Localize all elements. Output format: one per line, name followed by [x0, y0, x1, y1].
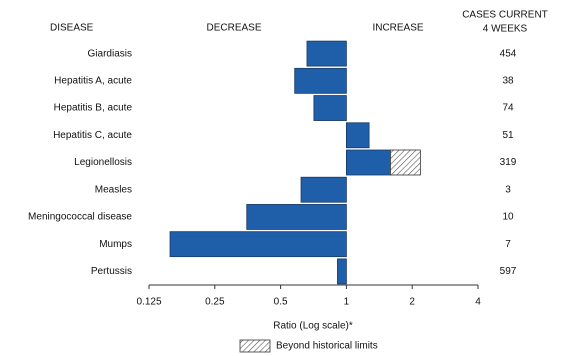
cases-value: 454 [500, 48, 517, 59]
header-cases: 4 WEEKS [483, 24, 528, 35]
cases-value: 597 [500, 266, 517, 277]
cases-value: 319 [500, 157, 517, 168]
x-axis-label: Ratio (Log scale)* [273, 321, 353, 332]
category-label: Pertussis [91, 266, 132, 277]
x-tick-label: 2 [409, 297, 415, 308]
bar [337, 258, 347, 285]
cases-value: 3 [505, 184, 511, 195]
x-tick-label: 4 [475, 297, 481, 308]
legend-label: Beyond historical limits [276, 341, 378, 352]
category-label: Legionellosis [74, 157, 132, 168]
category-label: Hepatitis B, acute [54, 103, 133, 114]
x-tick-label: 1 [344, 297, 350, 308]
category-label: Mumps [99, 239, 132, 250]
cases-value: 38 [502, 75, 514, 86]
cases-value: 10 [502, 212, 514, 223]
bar [300, 176, 347, 203]
bar [246, 204, 347, 230]
bar [294, 67, 347, 94]
legend-swatch [239, 339, 271, 353]
cases-value: 51 [502, 130, 514, 141]
bar-beyond-limits [390, 149, 421, 176]
bar [169, 231, 347, 258]
category-label: Measles [95, 184, 132, 195]
cases-value: 7 [505, 239, 511, 250]
x-tick-label: 0.125 [136, 297, 161, 308]
bar [345, 122, 370, 149]
bar [345, 149, 391, 176]
category-label: Hepatitis C, acute [53, 130, 132, 141]
cases-value: 74 [502, 103, 514, 114]
category-label: Meningococcal disease [28, 212, 132, 223]
header-disease: DISEASE [50, 23, 94, 34]
bar [313, 95, 347, 121]
header-cases: CASES CURRENT [462, 10, 548, 21]
header-decrease: DECREASE [206, 23, 261, 34]
category-label: Hepatitis A, acute [54, 75, 132, 86]
x-tick-label: 0.25 [205, 297, 225, 308]
x-tick-label: 0.5 [274, 297, 288, 308]
header-increase: INCREASE [372, 23, 423, 34]
bar [306, 40, 347, 67]
category-label: Giardiasis [88, 48, 132, 59]
